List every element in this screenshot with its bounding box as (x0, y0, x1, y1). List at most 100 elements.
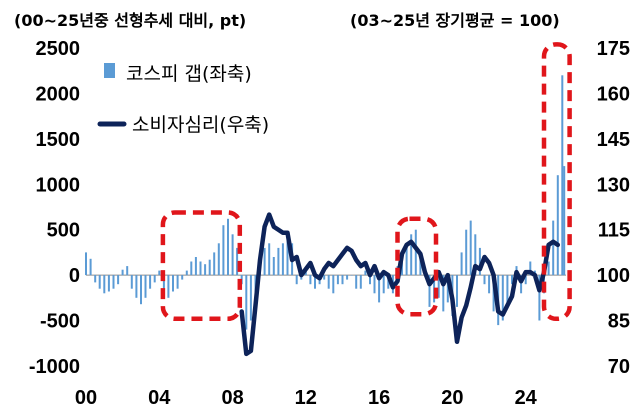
bar-30 (222, 225, 225, 276)
right-tick-2: 145 (597, 129, 630, 151)
bar-104 (561, 75, 564, 276)
bar-70 (405, 243, 408, 276)
bar-17 (162, 275, 165, 289)
bar-92 (506, 275, 509, 303)
bar-97 (529, 261, 532, 276)
bar-61 (364, 270, 367, 276)
bar-6 (112, 275, 115, 289)
bar-50 (314, 275, 316, 289)
bar-59 (355, 275, 358, 289)
bar-44 (286, 238, 289, 276)
bar-93 (511, 275, 513, 285)
bar-12 (140, 275, 142, 305)
bar-83 (465, 229, 468, 276)
bar-19 (172, 275, 174, 292)
legend-label-line: 소비자심리(우축) (132, 114, 269, 136)
bar-75 (428, 275, 431, 307)
line-series-consumer-sentiment (239, 212, 561, 357)
bar-58 (350, 275, 353, 276)
left-tick-5: 0 (69, 265, 80, 287)
bar-18 (167, 275, 170, 298)
bar-43 (281, 243, 284, 276)
bar-48 (304, 270, 307, 276)
bar-35 (245, 275, 248, 330)
bar-91 (501, 275, 504, 321)
bar-63 (373, 275, 376, 294)
bar-77 (437, 275, 440, 298)
bar-16 (158, 270, 161, 276)
bar-31 (227, 218, 229, 276)
bar-29 (217, 243, 220, 276)
bar-32 (231, 234, 234, 276)
legend-label-bar: 코스피 갭(좌축) (126, 63, 252, 85)
bar-53 (327, 275, 330, 289)
bar-71 (410, 234, 413, 276)
bar-82 (460, 252, 463, 276)
bar-99 (538, 275, 541, 321)
bar-13 (144, 275, 147, 298)
bar-66 (387, 275, 390, 289)
left-tick-7: -1000 (29, 356, 80, 378)
bar-14 (149, 275, 152, 289)
right-tick-6: 85 (608, 311, 630, 333)
x-tick-1: 04 (148, 387, 171, 409)
bar-101 (547, 261, 550, 276)
bar-24 (194, 257, 197, 276)
bar-78 (442, 275, 445, 312)
bar-26 (204, 264, 207, 276)
bar-11 (135, 275, 138, 298)
left-tick-0: 2500 (36, 38, 81, 60)
right-tick-5: 100 (597, 265, 630, 287)
bar-33 (236, 247, 239, 276)
x-tick-5: 20 (441, 387, 463, 409)
left-tick-4: 500 (47, 220, 80, 242)
bar-88 (488, 275, 491, 294)
bar-22 (185, 270, 188, 276)
bar-62 (369, 275, 371, 285)
bar-7 (117, 275, 120, 285)
legend: 코스피 갭(좌축) 소비자심리(우축) (97, 63, 269, 136)
right-axis: 175 160 145 130 115 100 85 70 (597, 38, 630, 378)
left-axis: 2500 2000 1500 1000 500 0 -500 -1000 (29, 38, 80, 378)
bar-3 (98, 275, 101, 289)
left-axis-unit: (00~25년중 선형추세 대비, pt) (14, 11, 246, 30)
bar-42 (277, 247, 280, 276)
right-tick-4: 115 (598, 220, 630, 242)
bar-54 (332, 275, 335, 294)
bar-9 (126, 266, 129, 276)
bar-102 (552, 220, 555, 276)
right-tick-1: 160 (597, 83, 630, 105)
bar-25 (199, 261, 202, 276)
right-axis-unit: (03~25년 장기평균 = 100) (350, 11, 560, 30)
bar-85 (474, 234, 477, 276)
bar-72 (414, 229, 417, 276)
highlight-regions (160, 42, 572, 322)
bar-0 (85, 252, 87, 276)
bar-1 (89, 258, 92, 276)
bar-73 (419, 252, 422, 276)
x-tick-6: 24 (515, 387, 538, 409)
bar-105 (563, 166, 566, 276)
highlight-box-1 (160, 210, 243, 322)
left-tick-1: 2000 (36, 83, 81, 105)
bar-49 (309, 275, 312, 285)
bar-86 (478, 247, 481, 276)
left-tick-2: 1500 (36, 129, 81, 151)
right-tick-7: 70 (608, 356, 630, 378)
bar-41 (272, 257, 275, 276)
bar-95 (520, 275, 523, 294)
highlight-box-3 (541, 42, 572, 322)
right-tick-0: 175 (597, 38, 630, 60)
bar-96 (524, 275, 527, 285)
bar-40 (268, 243, 271, 276)
bar-84 (469, 220, 472, 276)
x-tick-3: 12 (295, 387, 317, 409)
left-tick-3: 1000 (36, 174, 81, 196)
bar-39 (263, 247, 266, 276)
x-tick-4: 16 (368, 387, 390, 409)
bar-81 (456, 275, 458, 307)
bar-5 (107, 275, 110, 292)
consumer-sentiment-line (239, 212, 561, 357)
bar-55 (336, 275, 339, 285)
bar-36 (249, 275, 252, 321)
